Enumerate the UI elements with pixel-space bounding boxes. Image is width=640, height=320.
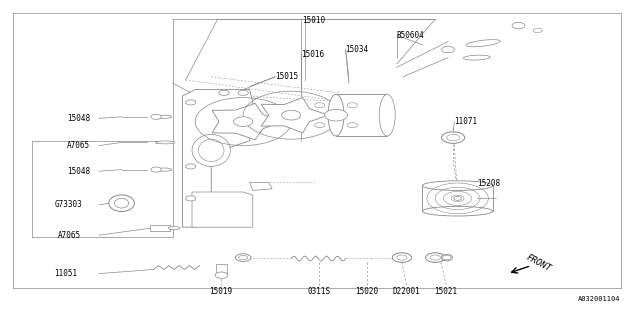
Circle shape	[447, 134, 460, 141]
Bar	[150, 225, 170, 231]
Ellipse shape	[466, 40, 500, 47]
Circle shape	[151, 114, 161, 119]
Circle shape	[186, 100, 196, 105]
Polygon shape	[212, 103, 282, 140]
Text: 15034: 15034	[346, 45, 369, 54]
Ellipse shape	[328, 94, 344, 136]
Text: 0311S: 0311S	[307, 287, 330, 296]
Circle shape	[219, 90, 229, 95]
Circle shape	[236, 254, 251, 261]
Ellipse shape	[156, 115, 172, 118]
Ellipse shape	[156, 141, 175, 144]
Text: B50604: B50604	[397, 31, 424, 40]
Ellipse shape	[198, 139, 224, 162]
Ellipse shape	[422, 181, 493, 190]
Bar	[336, 94, 387, 136]
Text: A7065: A7065	[67, 141, 90, 150]
Ellipse shape	[192, 134, 230, 166]
Circle shape	[392, 253, 412, 262]
Circle shape	[442, 46, 454, 53]
Text: 15048: 15048	[67, 167, 90, 176]
Bar	[216, 264, 227, 273]
Circle shape	[239, 255, 248, 260]
Circle shape	[234, 117, 253, 126]
Circle shape	[442, 132, 465, 143]
Circle shape	[282, 110, 301, 120]
Circle shape	[151, 167, 161, 172]
Ellipse shape	[422, 206, 493, 216]
Circle shape	[324, 109, 348, 121]
Text: 11071: 11071	[454, 117, 477, 126]
Circle shape	[186, 196, 196, 201]
Ellipse shape	[156, 168, 172, 171]
Circle shape	[347, 103, 357, 108]
Text: 15010: 15010	[302, 16, 325, 25]
Polygon shape	[250, 182, 272, 190]
Text: 15021: 15021	[435, 287, 458, 296]
Circle shape	[430, 255, 440, 260]
Polygon shape	[182, 90, 253, 227]
Circle shape	[397, 255, 407, 260]
Circle shape	[533, 28, 542, 33]
Circle shape	[512, 22, 525, 29]
Circle shape	[442, 255, 451, 260]
Circle shape	[238, 90, 248, 95]
Text: 15015: 15015	[275, 72, 298, 81]
Polygon shape	[192, 192, 253, 227]
Ellipse shape	[379, 94, 396, 136]
Ellipse shape	[463, 55, 490, 60]
Circle shape	[315, 103, 325, 108]
Ellipse shape	[109, 195, 134, 212]
Circle shape	[454, 196, 461, 200]
Circle shape	[186, 164, 196, 169]
Ellipse shape	[168, 227, 180, 230]
Circle shape	[347, 123, 357, 128]
Circle shape	[426, 253, 445, 262]
Text: 11051: 11051	[54, 269, 77, 278]
Text: 15208: 15208	[477, 180, 500, 188]
Circle shape	[215, 272, 228, 278]
Text: D22001: D22001	[392, 287, 420, 296]
Text: A7065: A7065	[58, 231, 81, 240]
Text: 15020: 15020	[355, 287, 378, 296]
Ellipse shape	[115, 198, 129, 208]
Ellipse shape	[441, 254, 452, 261]
Text: 15016: 15016	[301, 50, 324, 59]
Text: FRONT: FRONT	[525, 253, 553, 273]
Polygon shape	[261, 98, 328, 133]
Text: A032001104: A032001104	[579, 296, 621, 302]
Text: 15019: 15019	[209, 287, 232, 296]
Text: G73303: G73303	[54, 200, 82, 209]
Text: 15048: 15048	[67, 114, 90, 123]
Circle shape	[315, 123, 325, 128]
